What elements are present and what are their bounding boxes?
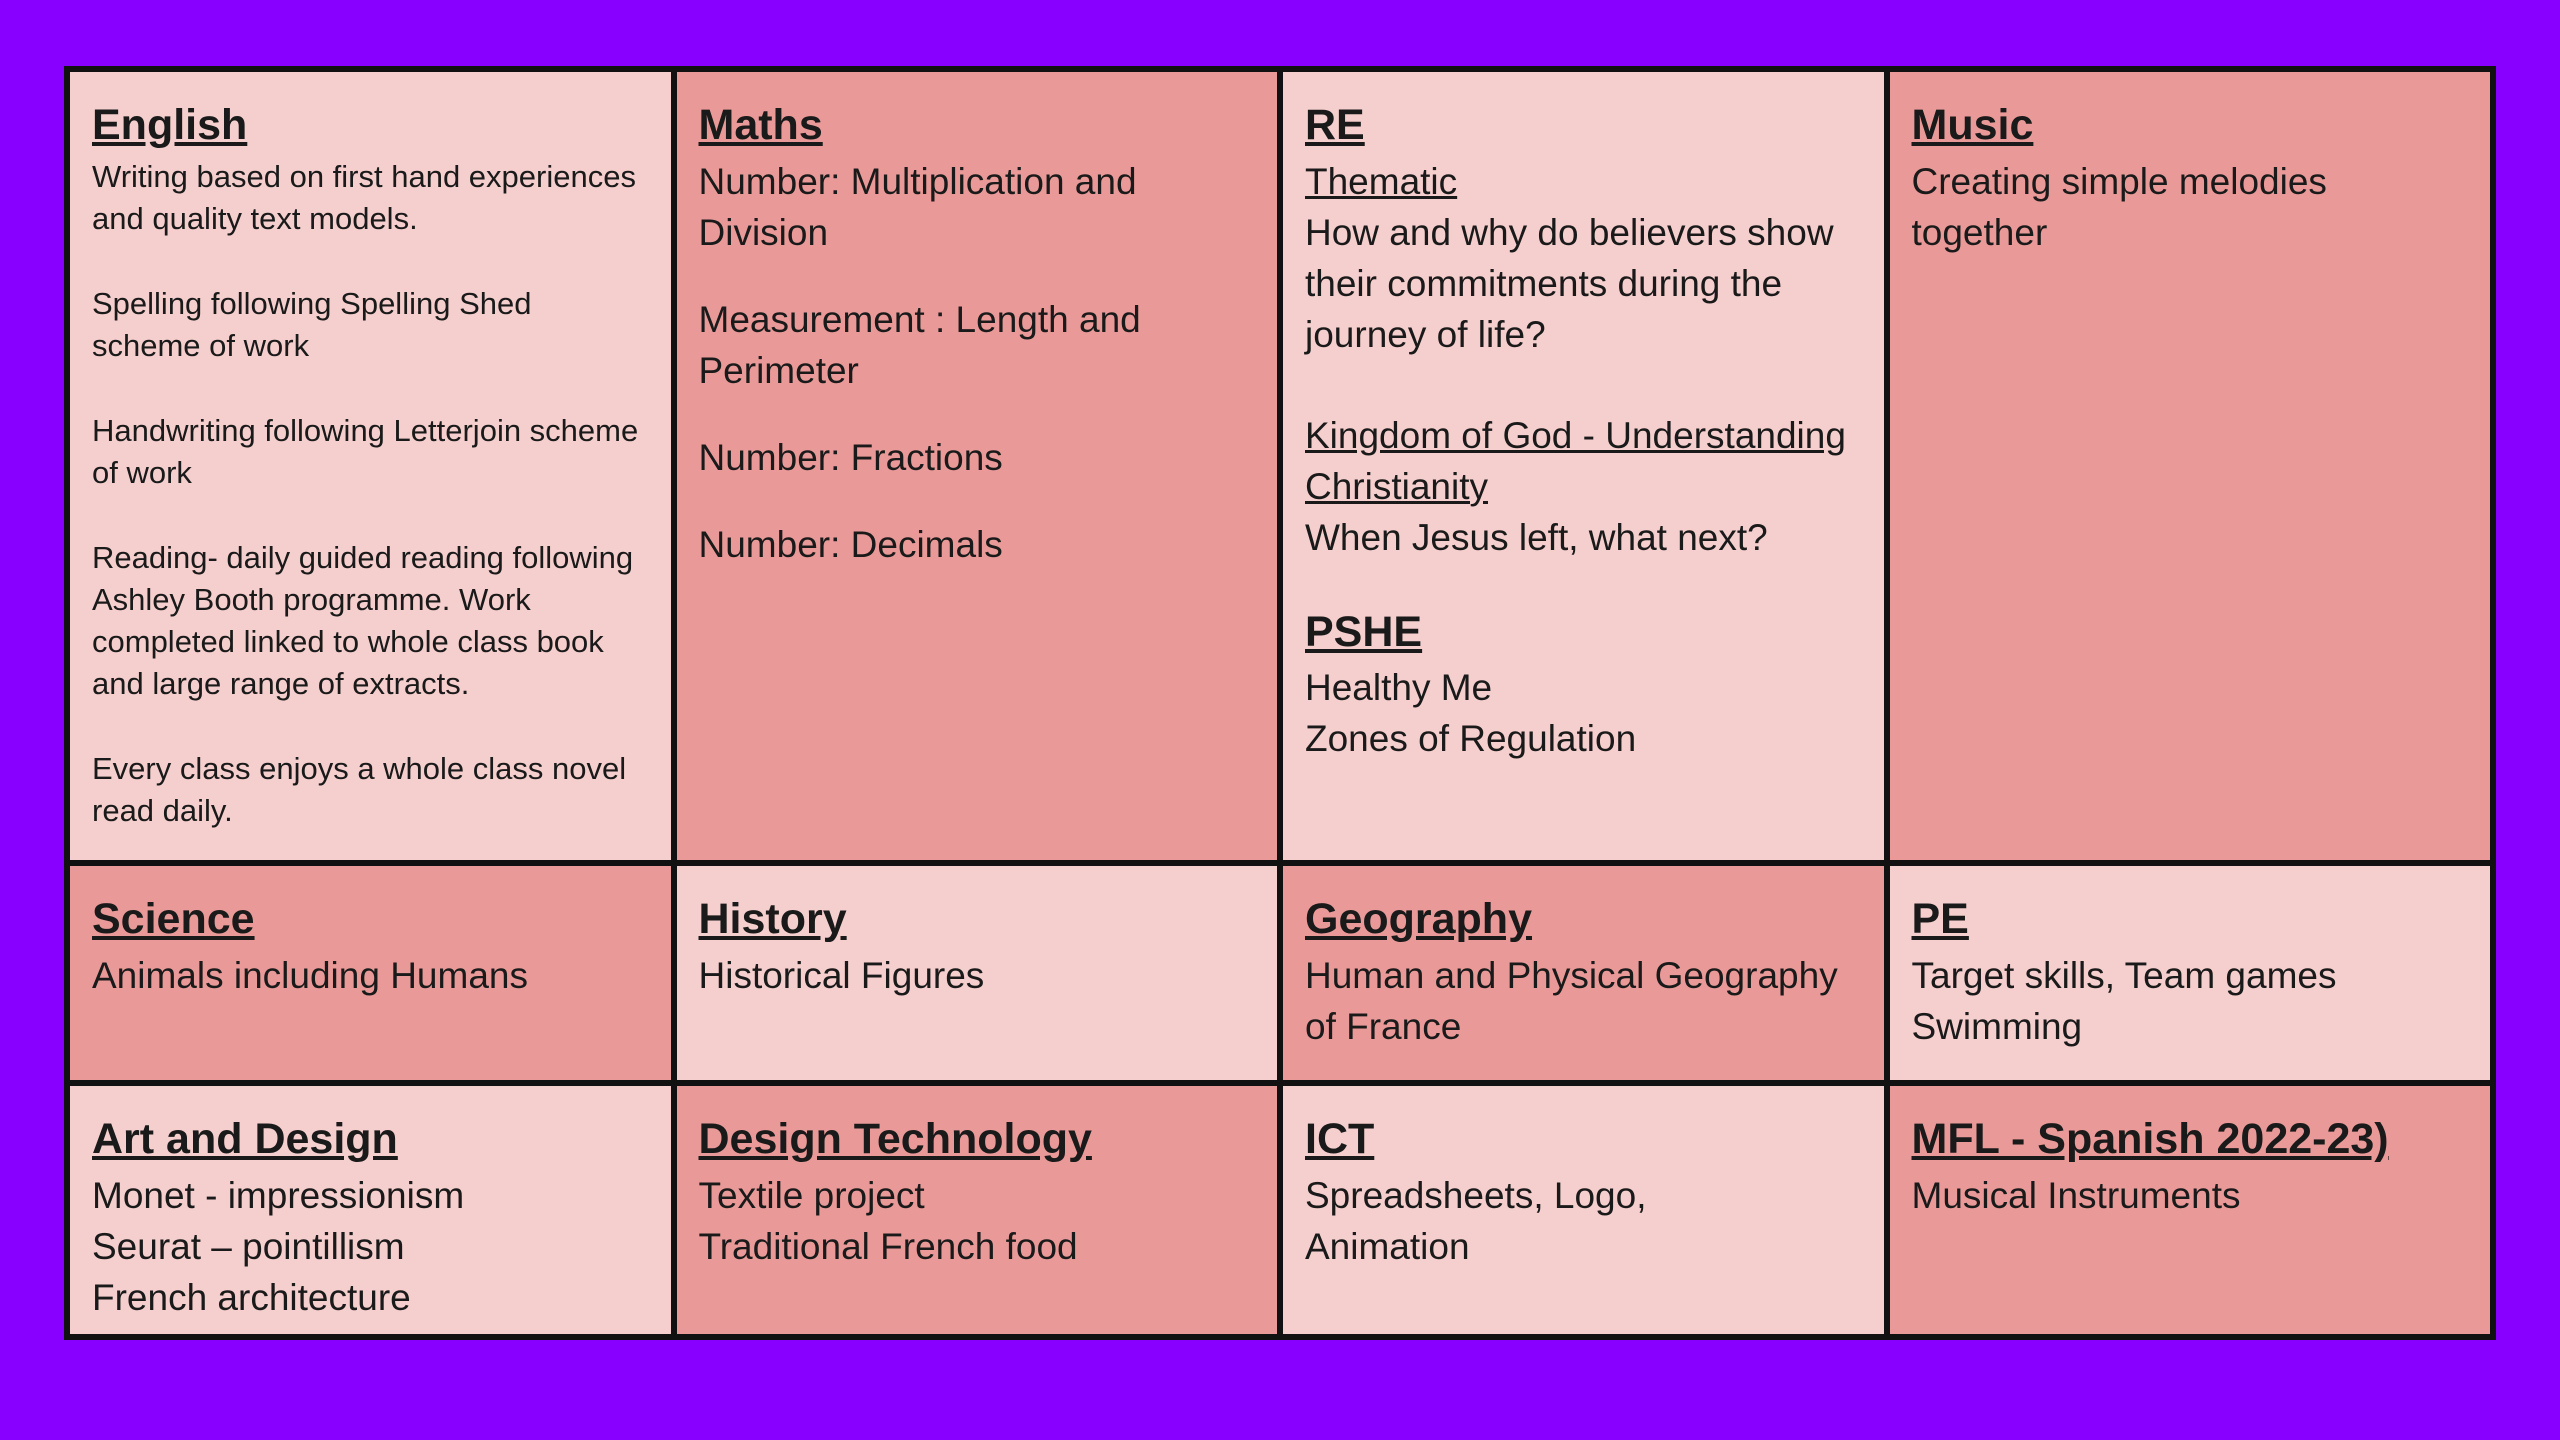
maths-item: Number: Multiplication and Division [698, 160, 1137, 253]
science-heading: Science [92, 895, 255, 943]
geography-cell: Geography Human and Physical Geography o… [1283, 866, 1884, 1080]
dt-content: Textile project Traditional French food [699, 1170, 1256, 1272]
music-text: Creating simple melodies together [1911, 160, 2327, 253]
english-item: Writing based on first hand experiences … [92, 158, 636, 236]
history-heading: History [698, 895, 847, 943]
re-content: Thematic How and why do believers show t… [1305, 156, 1862, 563]
music-cell: Music Creating simple melodies together [1889, 72, 2490, 860]
english-item: Handwriting following Letterjoin scheme … [92, 412, 639, 490]
curriculum-grid: English Writing based on first hand expe… [64, 66, 2496, 1340]
maths-heading: Maths [698, 101, 823, 149]
dt-heading: Design Technology [698, 1115, 1092, 1163]
geography-text: Human and Physical Geography of France [1305, 954, 1838, 1047]
ict-heading: ICT [1305, 1115, 1375, 1163]
maths-content: Number: Multiplication and Division Meas… [699, 156, 1256, 570]
dt-cell: Design Technology Textile project Tradit… [676, 1086, 1277, 1334]
science-text: Animals including Humans [92, 954, 528, 996]
art-cell: Art and Design Monet - impressionism Seu… [70, 1086, 671, 1334]
art-item: Monet - impressionism [92, 1174, 465, 1216]
ict-text: Spreadsheets, Logo, Animation [1305, 1174, 1647, 1267]
history-content: Historical Figures [699, 950, 1256, 1001]
geography-content: Human and Physical Geography of France [1305, 950, 1862, 1052]
pe-item: Target skills, Team games [1911, 954, 2337, 996]
mfl-cell: MFL - Spanish 2022-23) Musical Instrumen… [1889, 1086, 2490, 1334]
re-heading: RE [1305, 101, 1365, 149]
music-heading: Music [1911, 101, 2034, 149]
music-content: Creating simple melodies together [1912, 156, 2469, 258]
re-thematic-label: Thematic [1305, 160, 1458, 202]
pshe-heading: PSHE [1305, 607, 1423, 656]
maths-item: Number: Fractions [698, 436, 1003, 478]
re-cell: RE Thematic How and why do believers sho… [1283, 72, 1884, 860]
art-item: French architecture [92, 1276, 411, 1318]
pe-content: Target skills, Team games Swimming [1912, 950, 2469, 1052]
science-content: Animals including Humans [92, 950, 649, 1001]
english-content: Writing based on first hand experiences … [92, 156, 649, 832]
english-cell: English Writing based on first hand expe… [70, 72, 671, 860]
history-cell: History Historical Figures [676, 866, 1277, 1080]
geography-heading: Geography [1305, 895, 1532, 943]
re-kingdom-text: When Jesus left, what next? [1305, 516, 1768, 558]
maths-cell: Maths Number: Multiplication and Divisio… [676, 72, 1277, 860]
art-item: Seurat – pointillism [92, 1225, 405, 1267]
re-thematic-text: How and why do believers show their comm… [1305, 211, 1834, 355]
art-content: Monet - impressionism Seurat – pointilli… [92, 1170, 649, 1323]
pe-heading: PE [1911, 895, 1969, 943]
english-heading: English [92, 101, 248, 149]
pshe-item: Healthy Me [1305, 667, 1493, 709]
re-kingdom-label: Kingdom of God - Understanding Christian… [1305, 414, 1846, 507]
ict-content: Spreadsheets, Logo, Animation [1305, 1170, 1862, 1272]
science-cell: Science Animals including Humans [70, 866, 671, 1080]
ict-cell: ICT Spreadsheets, Logo, Animation [1283, 1086, 1884, 1334]
dt-item: Traditional French food [698, 1225, 1078, 1267]
english-item: Spelling following Spelling Shed scheme … [92, 285, 532, 363]
pe-item: Swimming [1911, 1005, 2083, 1047]
mfl-text: Musical Instruments [1911, 1174, 2241, 1216]
art-heading: Art and Design [92, 1115, 398, 1163]
maths-item: Measurement : Length and Perimeter [698, 298, 1141, 391]
history-text: Historical Figures [698, 954, 985, 996]
pe-cell: PE Target skills, Team games Swimming [1889, 866, 2490, 1080]
english-item: Every class enjoys a whole class novel r… [92, 750, 627, 828]
pshe-content: Healthy Me Zones of Regulation [1305, 662, 1862, 764]
mfl-heading: MFL - Spanish 2022-23) [1911, 1115, 2389, 1163]
mfl-content: Musical Instruments [1912, 1170, 2469, 1221]
pshe-item: Zones of Regulation [1305, 718, 1637, 760]
english-item: Reading- daily guided reading following … [92, 539, 634, 701]
dt-item: Textile project [698, 1174, 925, 1216]
maths-item: Number: Decimals [698, 523, 1003, 565]
